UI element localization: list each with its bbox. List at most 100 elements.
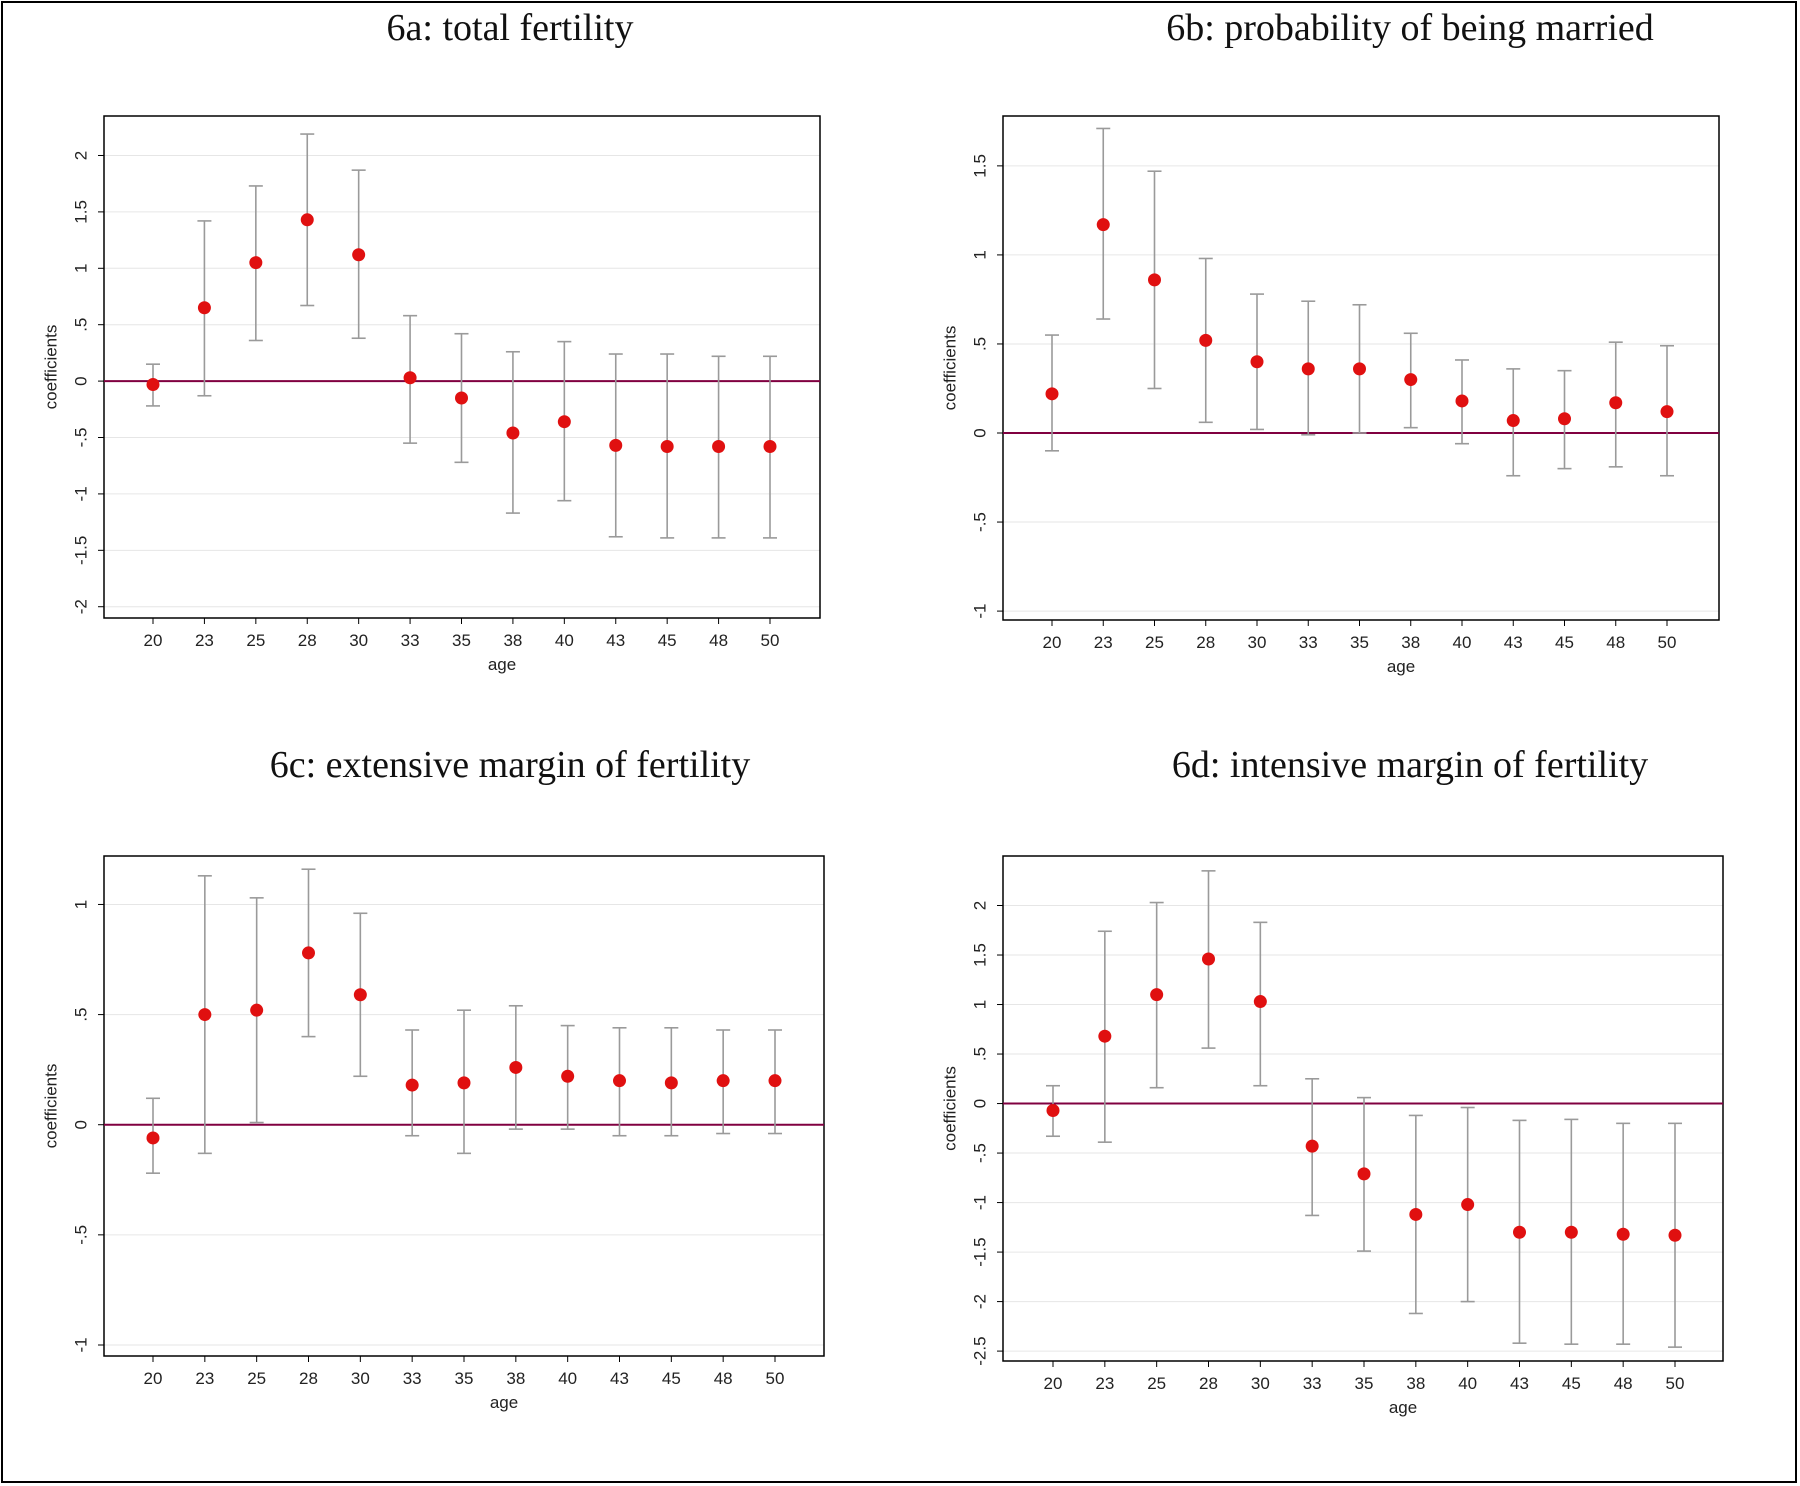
chart-panel-3: 6c: extensive margin of fertility -1 -.5 0.… xyxy=(41,744,825,1412)
x-tick-label: 48 xyxy=(1606,633,1625,652)
x-tick-label: 38 xyxy=(1406,1374,1425,1393)
data-point xyxy=(146,377,160,391)
x-tick-label: 43 xyxy=(1510,1374,1529,1393)
y-tick-label: -1 xyxy=(71,486,90,501)
y-axis-label: coefficients xyxy=(940,1066,959,1151)
data-point xyxy=(1455,394,1469,408)
data-point xyxy=(1404,373,1418,387)
x-tick-label: 28 xyxy=(298,631,317,650)
x-tick-label: 20 xyxy=(1043,633,1062,652)
chart-title: 6a: total fertility xyxy=(387,7,634,49)
x-tick-label: 28 xyxy=(1199,1374,1218,1393)
x-tick-label: 20 xyxy=(144,631,163,650)
x-axis-label: age xyxy=(1389,1398,1417,1417)
data-point xyxy=(613,1074,626,1088)
y-tick-label: 1.5 xyxy=(71,200,90,224)
x-tick-label: 40 xyxy=(1453,633,1472,652)
x-tick-label: 23 xyxy=(195,631,214,650)
x-tick-label: 20 xyxy=(1044,1374,1063,1393)
x-tick-label: 43 xyxy=(606,631,625,650)
data-point xyxy=(1250,355,1264,369)
x-tick-label: 33 xyxy=(1303,1374,1322,1393)
x-tick-label: 50 xyxy=(761,631,780,650)
y-tick-label: -2.5 xyxy=(970,1336,989,1365)
y-tick-label: .5 xyxy=(970,1047,989,1061)
data-point xyxy=(660,440,674,454)
x-tick-label: 45 xyxy=(1555,633,1574,652)
x-tick-label: 33 xyxy=(1299,633,1318,652)
data-point xyxy=(716,1074,730,1088)
data-point xyxy=(1353,362,1366,376)
x-tick-label: 48 xyxy=(1614,1374,1633,1393)
y-tick-label: -1 xyxy=(970,604,989,619)
data-point xyxy=(146,1131,160,1145)
data-point xyxy=(1409,1207,1423,1221)
x-tick-label: 23 xyxy=(1094,633,1113,652)
x-tick-label: 35 xyxy=(455,1369,474,1388)
x-tick-label: 45 xyxy=(662,1369,681,1388)
data-point xyxy=(712,440,726,454)
x-tick-label: 28 xyxy=(1196,633,1215,652)
x-tick-label: 25 xyxy=(1147,1374,1166,1393)
chart-panel-1: 6a: total fertility -2 -1.5 -1 -.5 0 .5 1 1.5 2 co… xyxy=(41,7,821,674)
y-tick-label: -2 xyxy=(71,599,90,614)
data-point xyxy=(1616,1227,1630,1241)
x-tick-label: 25 xyxy=(1145,633,1164,652)
x-tick-label: 30 xyxy=(349,631,368,650)
data-point xyxy=(1045,387,1059,401)
y-tick-label: 1.5 xyxy=(970,154,989,178)
data-point xyxy=(1609,396,1623,410)
data-point xyxy=(1506,414,1520,428)
data-point xyxy=(250,1003,264,1017)
y-tick-label: 0 xyxy=(970,428,989,437)
x-tick-label: 45 xyxy=(658,631,677,650)
x-tick-label: 50 xyxy=(1658,633,1677,652)
data-point xyxy=(506,426,520,440)
data-point xyxy=(403,371,417,385)
chart-panel-2: 6b: probability of being married -1 -.5 0 .5… xyxy=(940,7,1720,676)
y-tick-label: 1 xyxy=(71,900,90,909)
y-tick-label: 0 xyxy=(970,1099,989,1108)
x-tick-label: 38 xyxy=(506,1369,525,1388)
y-tick-label: -2 xyxy=(970,1294,989,1309)
y-tick-label: -1 xyxy=(970,1195,989,1210)
data-point xyxy=(1301,362,1315,376)
data-point xyxy=(353,988,367,1002)
y-tick-label: -1 xyxy=(71,1337,90,1352)
x-tick-label: 38 xyxy=(503,631,522,650)
x-tick-label: 30 xyxy=(1251,1374,1270,1393)
x-tick-label: 40 xyxy=(555,631,574,650)
data-point xyxy=(405,1078,419,1092)
data-point xyxy=(763,440,777,454)
data-point xyxy=(768,1074,782,1088)
data-point xyxy=(509,1060,523,1074)
data-point xyxy=(1461,1198,1475,1212)
chart-title: 6b: probability of being married xyxy=(1166,7,1654,49)
data-point xyxy=(557,415,571,429)
data-point xyxy=(1148,273,1161,287)
x-tick-label: 43 xyxy=(610,1369,629,1388)
x-tick-label: 33 xyxy=(401,631,420,650)
x-tick-label: 45 xyxy=(1562,1374,1581,1393)
data-point xyxy=(1357,1167,1371,1181)
data-point xyxy=(1046,1103,1060,1117)
chart-title: 6d: intensive margin of fertility xyxy=(1172,744,1648,786)
y-tick-label: 1.5 xyxy=(970,943,989,967)
x-axis-label: age xyxy=(490,1393,518,1412)
x-tick-label: 35 xyxy=(1350,633,1369,652)
y-tick-label: 2 xyxy=(970,901,989,910)
x-tick-label: 20 xyxy=(144,1369,163,1388)
plot-frame xyxy=(1002,115,1720,621)
x-tick-label: 38 xyxy=(1401,633,1420,652)
data-point xyxy=(1564,1225,1578,1239)
data-point xyxy=(1660,405,1674,419)
x-tick-label: 48 xyxy=(709,631,728,650)
data-point xyxy=(561,1069,575,1083)
data-point xyxy=(1668,1228,1682,1242)
x-tick-label: 33 xyxy=(403,1369,422,1388)
y-tick-label: 2 xyxy=(71,151,90,160)
x-tick-label: 43 xyxy=(1504,633,1523,652)
y-tick-label: -1.5 xyxy=(71,536,90,565)
